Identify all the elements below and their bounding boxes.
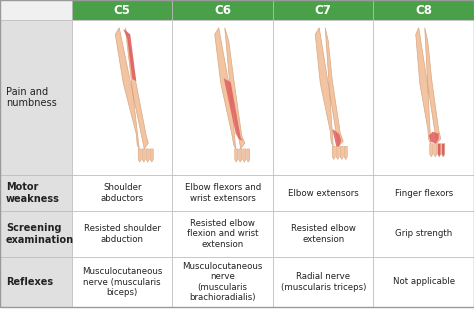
Bar bbox=[72, 175, 173, 211]
Polygon shape bbox=[336, 146, 339, 159]
Text: Not applicable: Not applicable bbox=[392, 277, 455, 286]
Polygon shape bbox=[239, 149, 242, 162]
Polygon shape bbox=[442, 144, 445, 157]
Bar bbox=[273, 0, 374, 20]
Polygon shape bbox=[429, 132, 439, 144]
Polygon shape bbox=[434, 144, 437, 157]
Text: Elbow flexors and
wrist extensors: Elbow flexors and wrist extensors bbox=[185, 183, 261, 203]
Text: Musculocutaneous
nerve
(muscularis
brachioradialis): Musculocutaneous nerve (muscularis brach… bbox=[182, 262, 263, 302]
Text: Shoulder
abductors: Shoulder abductors bbox=[100, 183, 144, 203]
Polygon shape bbox=[416, 28, 441, 144]
Text: Radial nerve
(muscularis triceps): Radial nerve (muscularis triceps) bbox=[281, 272, 366, 292]
Polygon shape bbox=[340, 146, 343, 159]
Bar bbox=[173, 175, 273, 211]
Polygon shape bbox=[142, 149, 145, 162]
Bar bbox=[72, 20, 173, 175]
Polygon shape bbox=[215, 28, 245, 149]
Bar bbox=[273, 175, 374, 211]
Text: Pain and
numbness: Pain and numbness bbox=[6, 87, 57, 108]
Bar bbox=[374, 175, 474, 211]
Polygon shape bbox=[235, 149, 238, 162]
Bar bbox=[72, 0, 173, 20]
Polygon shape bbox=[430, 144, 433, 157]
Bar bbox=[173, 211, 273, 257]
Polygon shape bbox=[150, 149, 153, 162]
Text: Musculocutaneous
nerve (muscularis
biceps): Musculocutaneous nerve (muscularis bicep… bbox=[82, 267, 163, 297]
Text: Motor
weakness: Motor weakness bbox=[6, 182, 60, 204]
Polygon shape bbox=[247, 149, 250, 162]
Polygon shape bbox=[315, 28, 343, 146]
Bar bbox=[374, 0, 474, 20]
Bar bbox=[72, 257, 173, 307]
Bar bbox=[0, 0, 72, 20]
Text: Finger flexors: Finger flexors bbox=[395, 189, 453, 197]
Bar bbox=[173, 0, 273, 20]
Bar bbox=[173, 257, 273, 307]
Text: Elbow extensors: Elbow extensors bbox=[288, 189, 359, 197]
Bar bbox=[0, 20, 72, 175]
Polygon shape bbox=[243, 149, 246, 162]
Text: Resisted elbow
extension: Resisted elbow extension bbox=[291, 224, 356, 244]
Bar bbox=[273, 211, 374, 257]
Bar bbox=[72, 211, 173, 257]
Text: C7: C7 bbox=[315, 4, 332, 16]
Polygon shape bbox=[438, 144, 441, 157]
Polygon shape bbox=[332, 129, 341, 146]
Text: Resisted shoulder
abduction: Resisted shoulder abduction bbox=[84, 224, 161, 244]
Text: C6: C6 bbox=[214, 4, 231, 16]
Polygon shape bbox=[344, 146, 347, 159]
Text: Resisted elbow
flexion and wrist
extension: Resisted elbow flexion and wrist extensi… bbox=[187, 219, 258, 249]
Text: Grip strength: Grip strength bbox=[395, 230, 452, 238]
Bar bbox=[273, 20, 374, 175]
Bar bbox=[273, 257, 374, 307]
Text: Reflexes: Reflexes bbox=[6, 277, 53, 287]
Polygon shape bbox=[332, 146, 335, 159]
Bar bbox=[374, 257, 474, 307]
Bar bbox=[374, 20, 474, 175]
Bar bbox=[173, 20, 273, 175]
Polygon shape bbox=[138, 149, 141, 162]
Polygon shape bbox=[115, 28, 148, 149]
Text: C5: C5 bbox=[114, 4, 131, 16]
Text: Screening
examination: Screening examination bbox=[6, 223, 74, 245]
Text: C8: C8 bbox=[415, 4, 432, 16]
Polygon shape bbox=[224, 78, 243, 141]
Bar bbox=[374, 211, 474, 257]
Polygon shape bbox=[146, 149, 149, 162]
Bar bbox=[0, 211, 72, 257]
Bar bbox=[0, 175, 72, 211]
Bar bbox=[0, 257, 72, 307]
Polygon shape bbox=[123, 29, 136, 81]
